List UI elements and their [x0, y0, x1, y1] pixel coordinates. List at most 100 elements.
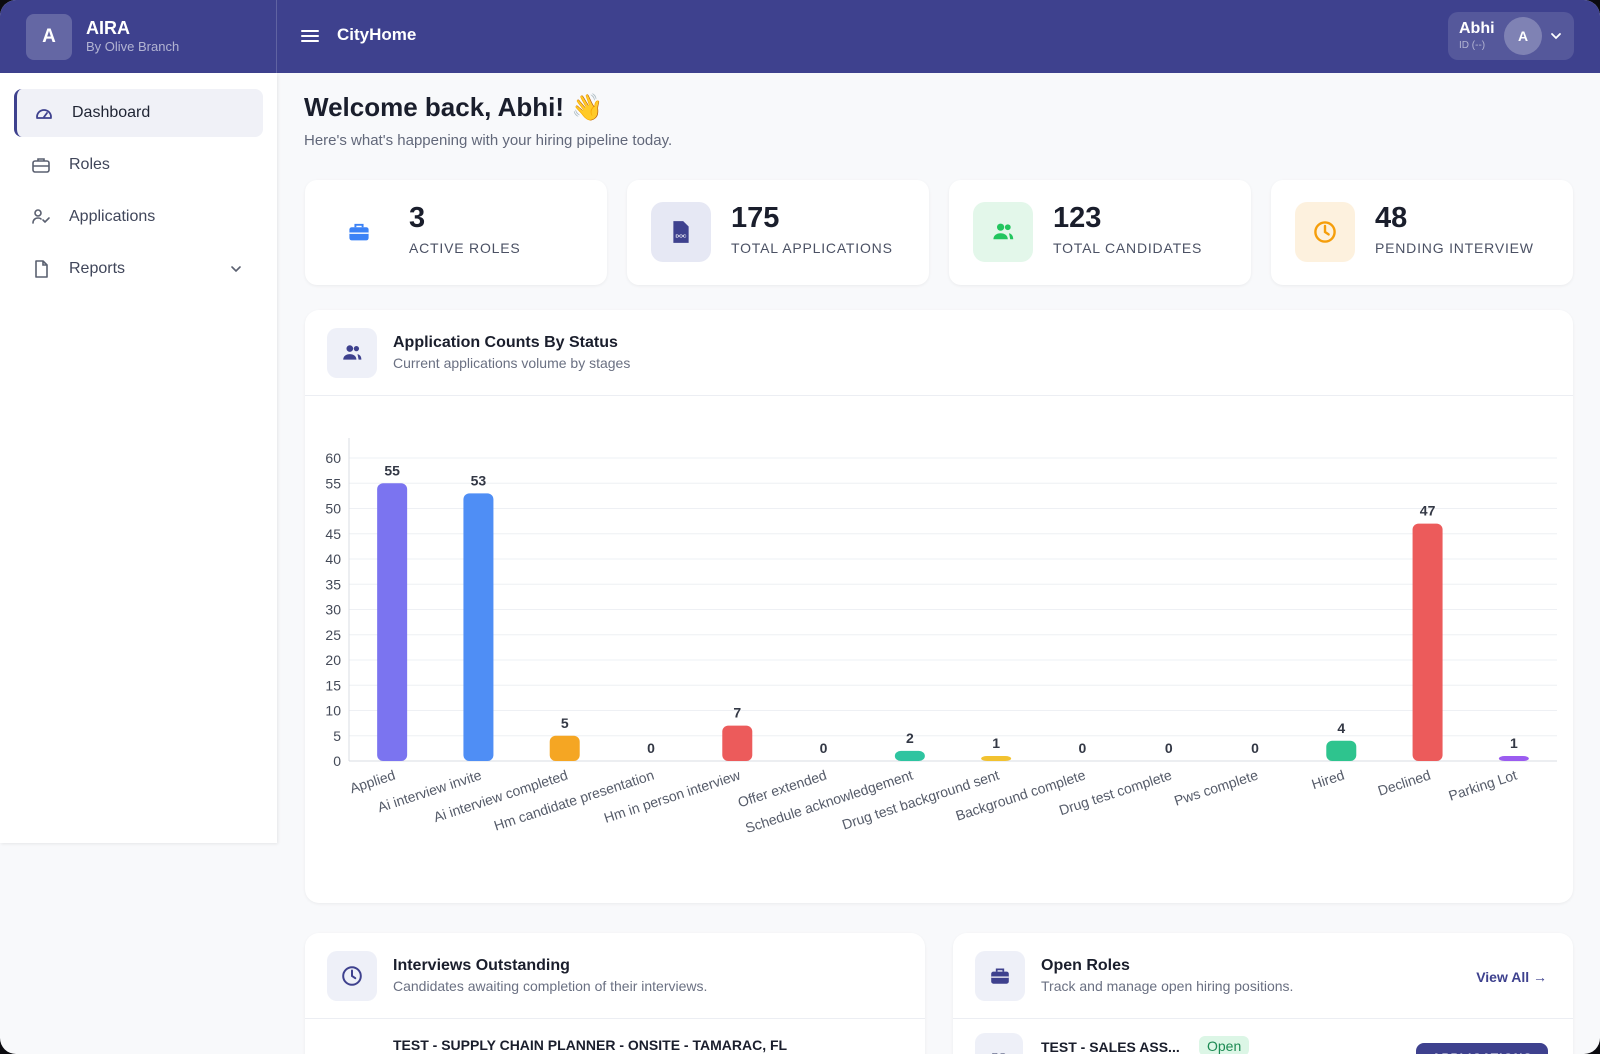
x-tick-label: Declined [1376, 767, 1433, 799]
brand-subtitle: By Olive Branch [86, 39, 180, 54]
role-title[interactable]: TEST - SALES ASS... [1041, 1039, 1180, 1054]
data-label: 7 [733, 705, 741, 721]
y-tick-label: 40 [325, 551, 341, 567]
page-title: Welcome back, Abhi! 👋 [304, 92, 604, 122]
view-all-link[interactable]: View All → [1476, 969, 1547, 985]
stat-card-pending-interview[interactable]: 48 PENDING INTERVIEW [1271, 180, 1573, 285]
x-tick-label: Pws complete [1172, 767, 1260, 809]
top-bar: A AIRA By Olive Branch CityHome Abhi ID … [0, 0, 1600, 73]
user-check-icon [32, 209, 50, 224]
sidebar-item-applications[interactable]: Applications [14, 193, 263, 241]
data-label: 0 [1251, 740, 1259, 756]
panel-title: Open Roles [1041, 957, 1130, 974]
hamburger-menu-icon[interactable] [300, 26, 320, 46]
brand-logo[interactable]: A [26, 14, 72, 60]
sidebar-item-label: Dashboard [72, 104, 151, 121]
user-id: ID (--) [1459, 40, 1486, 51]
x-tick-label: Parking Lot [1446, 767, 1518, 804]
users-icon [973, 202, 1033, 262]
y-tick-label: 25 [325, 627, 341, 643]
data-label: 4 [1337, 720, 1345, 736]
sidebar-item-label: Reports [69, 260, 126, 277]
y-tick-label: 60 [325, 450, 341, 466]
list-item[interactable]: TEST - SUPPLY CHAIN PLANNER - ONSITE - T… [393, 1037, 788, 1053]
stat-card-active-roles[interactable]: 3 ACTIVE ROLES [305, 180, 607, 285]
bar [463, 493, 494, 761]
x-tick-label: Drug test background sent [840, 767, 1001, 833]
y-tick-label: 45 [325, 526, 341, 542]
data-label: 0 [647, 740, 655, 756]
chevron-down-icon [1551, 33, 1561, 40]
panel-subtitle: Track and manage open hiring positions. [1041, 978, 1294, 994]
bar [894, 750, 925, 761]
stat-label: TOTAL APPLICATIONS [731, 240, 893, 256]
clock-icon [327, 951, 377, 1001]
bar [1412, 523, 1443, 761]
brand-name: AIRA [86, 18, 130, 38]
applications-button[interactable]: APPLICATIONS [1416, 1043, 1549, 1054]
avatar: A [1504, 17, 1542, 55]
data-label: 0 [820, 740, 828, 756]
data-label: 2 [906, 730, 914, 746]
data-label: 1 [992, 735, 1000, 751]
role-avatar: RO [975, 1033, 1023, 1054]
panel-subtitle: Current applications volume by stages [393, 355, 631, 371]
sidebar-item-dashboard[interactable]: Dashboard [14, 89, 263, 137]
data-label: 47 [1420, 503, 1436, 519]
data-label: 55 [384, 462, 400, 478]
bar [981, 755, 1012, 761]
open-roles-panel: Open Roles Track and manage open hiring … [953, 933, 1573, 1054]
data-label: 0 [1079, 740, 1087, 756]
user-menu-button[interactable]: Abhi ID (--) A [1448, 12, 1574, 60]
sidebar-item-reports[interactable]: Reports [14, 245, 263, 293]
clock-icon [1295, 202, 1355, 262]
stat-value: 48 [1375, 202, 1408, 234]
user-name: Abhi [1459, 20, 1495, 37]
data-label: 1 [1510, 735, 1518, 751]
panel-subtitle: Candidates awaiting completion of their … [393, 978, 708, 994]
y-tick-label: 30 [325, 602, 341, 618]
x-tick-label: Hired [1309, 767, 1346, 793]
panel-header: Interviews Outstanding Candidates awaiti… [305, 933, 925, 1019]
status-chart-panel: Application Counts By Status Current app… [305, 310, 1573, 903]
panel-header: Open Roles Track and manage open hiring … [953, 933, 1573, 1019]
bar [1498, 755, 1529, 761]
x-tick-label: Applied [348, 767, 397, 797]
panel-title: Interviews Outstanding [393, 957, 570, 974]
status-badge: Open [1199, 1036, 1250, 1054]
stat-card-total-candidates[interactable]: 123 TOTAL CANDIDATES [949, 180, 1251, 285]
data-label: 5 [561, 715, 569, 731]
document-icon: DOC [651, 202, 711, 262]
stat-value: 175 [731, 202, 780, 234]
chevron-down-icon [231, 266, 241, 273]
y-tick-label: 20 [325, 652, 341, 668]
briefcase-icon [975, 951, 1025, 1001]
briefcase-icon [329, 202, 389, 262]
stat-value: 3 [409, 202, 426, 234]
sidebar-item-label: Roles [69, 156, 110, 173]
org-name: CityHome [337, 25, 417, 44]
y-tick-label: 35 [325, 576, 341, 592]
stat-card-total-applications[interactable]: DOC 175 TOTAL APPLICATIONS [627, 180, 929, 285]
interviews-outstanding-panel: Interviews Outstanding Candidates awaiti… [305, 933, 925, 1054]
y-tick-label: 10 [325, 703, 341, 719]
file-icon [35, 260, 48, 278]
page-subtitle: Here's what's happening with your hiring… [304, 132, 673, 149]
briefcase-icon [32, 158, 50, 173]
stat-label: PENDING INTERVIEW [1375, 240, 1534, 256]
stat-label: TOTAL CANDIDATES [1053, 240, 1203, 256]
y-tick-label: 55 [325, 475, 341, 491]
users-icon [327, 328, 377, 378]
brand: A AIRA By Olive Branch [0, 0, 277, 73]
sidebar-item-roles[interactable]: Roles [14, 141, 263, 189]
y-tick-label: 0 [333, 753, 341, 769]
data-label: 53 [471, 472, 487, 488]
sidebar-item-label: Applications [69, 208, 156, 225]
stat-label: ACTIVE ROLES [409, 240, 521, 256]
y-tick-label: 5 [333, 728, 341, 744]
svg-text:DOC: DOC [676, 233, 687, 239]
bar [1326, 740, 1357, 761]
data-label: 0 [1165, 740, 1173, 756]
